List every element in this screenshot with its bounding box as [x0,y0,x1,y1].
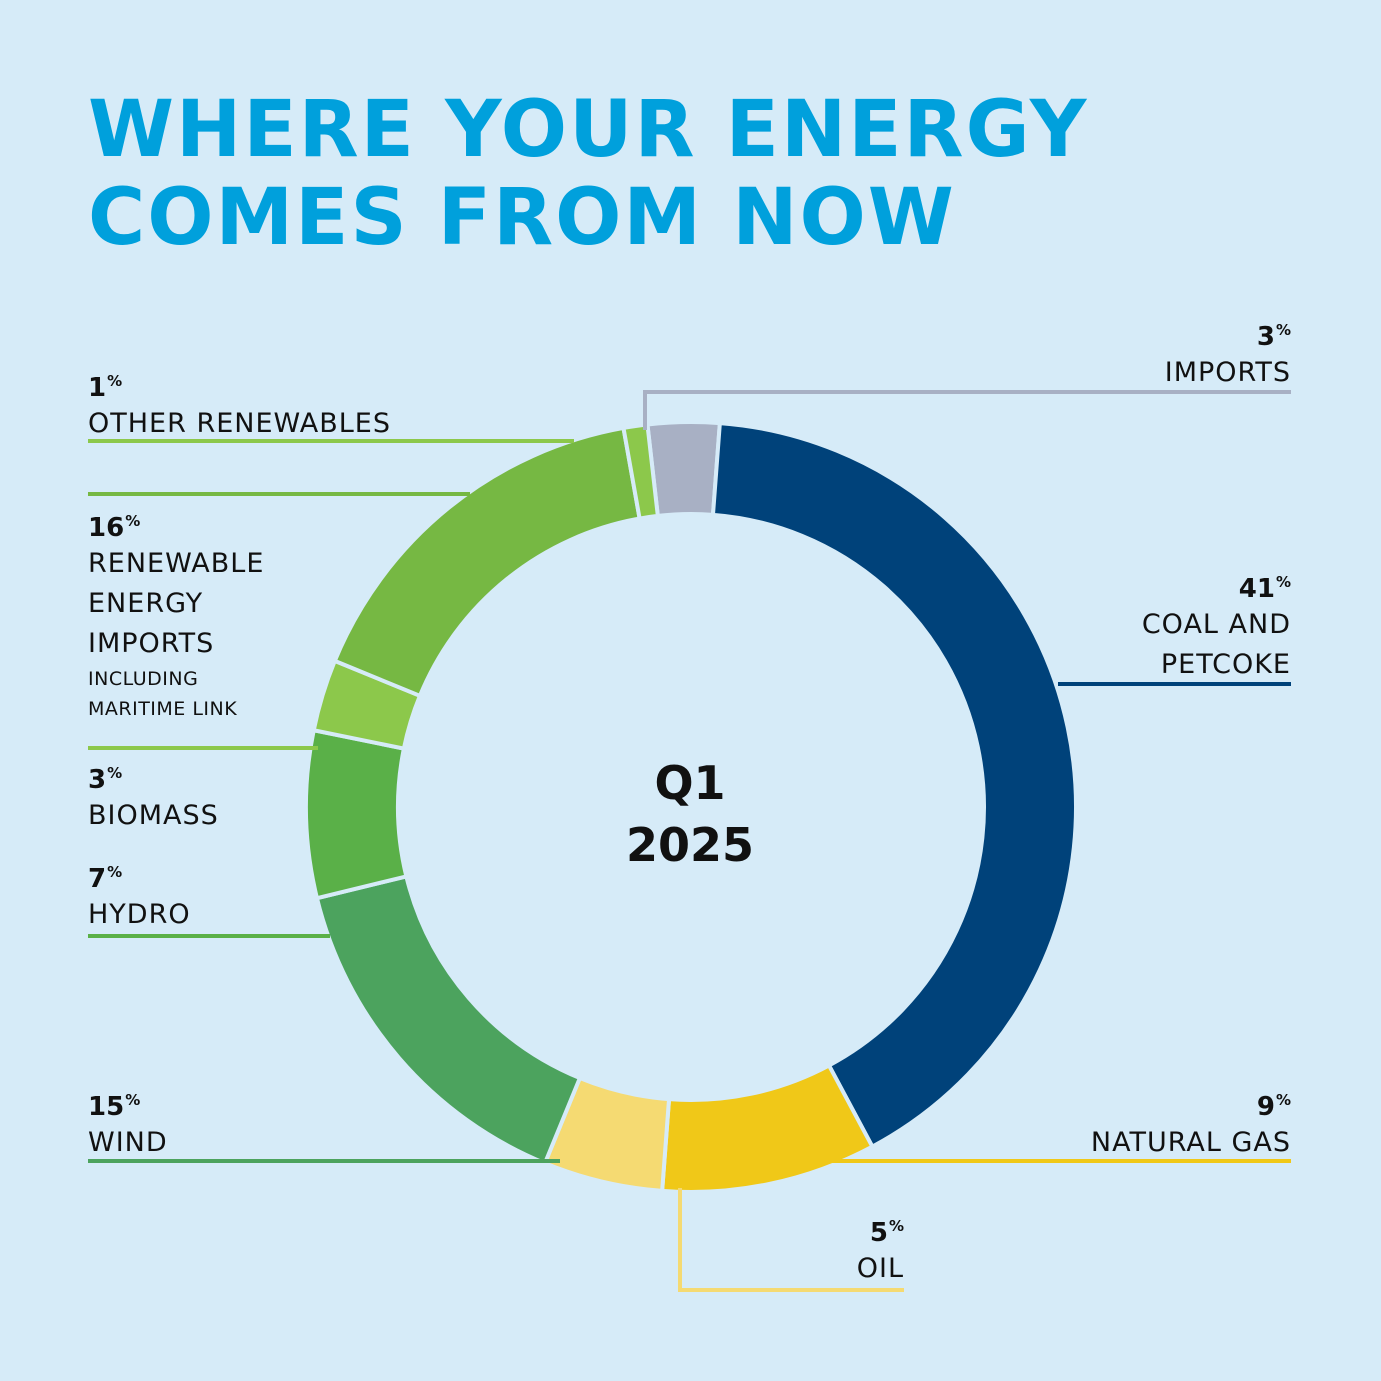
label-coal: 41% COAL AND PETCOKE [1142,566,1291,685]
donut-slice-other-renewables [621,422,661,521]
title-line-2: COMES FROM NOW [88,173,956,263]
donut-slices [304,420,1078,1194]
label-imports-value: 3% [1256,321,1291,352]
label-rei-note-2: MARITIME LINK [88,698,238,720]
donut-slice-natural-gas [659,1062,876,1194]
label-oil-value: 5% [869,1217,904,1248]
label-imports-name: IMPORTS [1164,357,1291,388]
donut-slice-renewable-energy-imports [332,425,642,699]
label-biomass: 3% BIOMASS [88,757,219,836]
label-other-renewables: 1% OTHER RENEWABLES [88,365,391,444]
label-oil: 5% OIL [857,1210,904,1289]
label-wind-value: 15% [88,1091,141,1122]
label-rei-value: 16% [88,512,141,543]
label-rei-note-1: INCLUDING [88,668,199,690]
label-coal-value: 41% [1238,573,1291,604]
label-natural-gas-name: NATURAL GAS [1090,1127,1291,1158]
donut-slice-imports [645,420,723,519]
label-rei-name-2: ENERGY [88,588,204,619]
donut-slice-coal-and-petcoke [710,420,1078,1150]
label-natural-gas: 9% NATURAL GAS [1091,1084,1291,1163]
center-quarter: Q1 [654,756,726,810]
label-coal-name-1: COAL AND [1141,609,1291,640]
label-wind: 15% WIND [88,1084,168,1163]
label-natural-gas-value: 9% [1256,1091,1291,1122]
donut-slice-wind [314,873,583,1166]
label-imports: 3% IMPORTS [1165,314,1291,393]
leader-line-imports [643,390,1291,430]
label-oil-name: OIL [856,1253,904,1284]
leader-lines [88,390,1291,1292]
label-coal-name-2: PETCOKE [1160,649,1291,680]
chart-center-label: Q1 2025 [540,752,840,876]
label-other-renewables-value: 1% [88,372,123,403]
title-line-1: WHERE YOUR ENERGY [88,85,1089,175]
label-rei-name-1: RENEWABLE [88,548,265,579]
donut-slice-hydro [304,727,409,901]
label-rei-name-3: IMPORTS [88,628,215,659]
label-hydro-name: HYDRO [88,899,191,930]
label-hydro: 7% HYDRO [88,856,191,935]
label-wind-name: WIND [88,1127,168,1158]
label-hydro-value: 7% [88,863,123,894]
label-biomass-value: 3% [88,764,123,795]
leader-line-oil [678,1188,904,1292]
label-biomass-name: BIOMASS [88,800,219,831]
label-other-renewables-name: OTHER RENEWABLES [88,408,391,439]
chart-title: WHERE YOUR ENERGY COMES FROM NOW [88,86,1088,262]
center-year: 2025 [625,818,755,872]
label-renewable-energy-imports: 16% RENEWABLE ENERGY IMPORTS INCLUDING M… [88,505,264,724]
